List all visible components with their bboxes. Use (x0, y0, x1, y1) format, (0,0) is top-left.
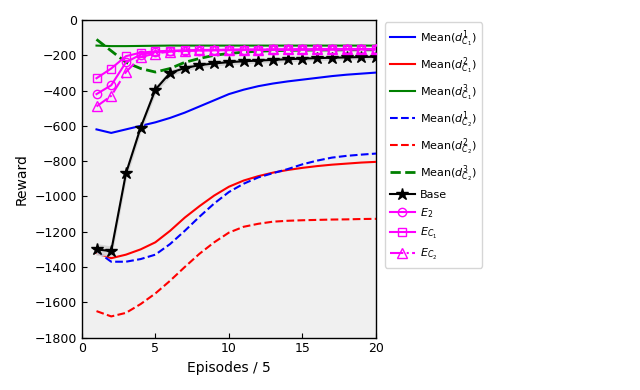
X-axis label: Episodes / 5: Episodes / 5 (187, 361, 271, 375)
Legend: Mean($d^1_{C_1}$), Mean($d^2_{C_1}$), Mean($d^3_{C_1}$), Mean($d^1_{C_2}$), Mean: Mean($d^1_{C_1}$), Mean($d^2_{C_1}$), Me… (385, 22, 482, 268)
Y-axis label: Reward: Reward (15, 153, 29, 205)
